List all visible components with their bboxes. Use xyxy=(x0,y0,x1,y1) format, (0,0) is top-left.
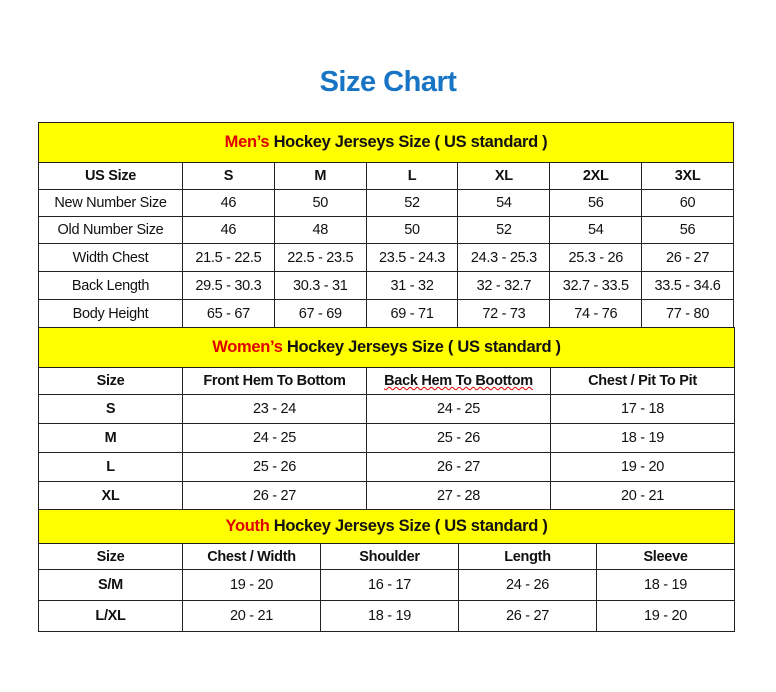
table-cell: 26 - 27 xyxy=(641,243,734,272)
table-row: S 23 - 24 24 - 25 17 - 18 xyxy=(38,394,735,424)
table-cell: 26 - 27 xyxy=(366,452,551,482)
table-cell: 22.5 - 23.5 xyxy=(273,243,367,272)
table-cell: 16 - 17 xyxy=(320,569,459,601)
table-cell: 60 xyxy=(641,189,734,217)
table-cell: 67 - 69 xyxy=(273,299,367,328)
table-cell: 27 - 28 xyxy=(366,481,551,510)
women-heading: Women’s Hockey Jerseys Size ( US standar… xyxy=(38,327,735,368)
table-cell: 32 - 32.7 xyxy=(457,271,551,300)
table-cell: 46 xyxy=(182,216,275,244)
table-row: Body Height 65 - 67 67 - 69 69 - 71 72 - 73 7… xyxy=(38,299,734,328)
column-header: Shoulder xyxy=(320,543,459,570)
column-header: Chest / Width xyxy=(182,543,321,570)
column-header: US Size xyxy=(38,162,183,190)
row-label: L xyxy=(38,452,183,482)
row-label: New Number Size xyxy=(38,189,183,217)
column-header: S xyxy=(182,162,275,190)
table-cell: 23.5 - 24.3 xyxy=(365,243,459,272)
column-header: Sleeve xyxy=(595,543,736,570)
table-cell: 77 - 80 xyxy=(641,299,734,328)
column-header: L xyxy=(365,162,459,190)
table-row: Width Chest 21.5 - 22.5 22.5 - 23.5 23.5 - … xyxy=(38,243,734,272)
table-row: L/XL 20 - 21 18 - 19 26 - 27 19 - 20 xyxy=(38,600,736,632)
column-header: Size xyxy=(38,543,183,570)
row-label: Width Chest xyxy=(38,243,183,272)
table-cell: 18 - 19 xyxy=(320,600,459,632)
column-header: Chest / Pit To Pit xyxy=(550,367,735,395)
table-cell: 52 xyxy=(457,216,551,244)
page-title: Size Chart xyxy=(319,66,457,98)
table-cell: 25 - 26 xyxy=(182,452,367,482)
men-size-table: Men’s Hockey Jerseys Size ( US standard … xyxy=(38,122,734,328)
table-cell: 65 - 67 xyxy=(182,299,275,328)
table-row: Back Length 29.5 - 30.3 30.3 - 31 31 - 32 32… xyxy=(38,271,734,300)
table-row: M 24 - 25 25 - 26 18 - 19 xyxy=(38,423,735,453)
header-row: Size Front Hem To Bottom Back Hem To Boott… xyxy=(38,367,735,395)
table-cell: 19 - 20 xyxy=(182,569,321,601)
table-cell: 25.3 - 26 xyxy=(549,243,643,272)
table-cell: 21.5 - 22.5 xyxy=(182,243,275,272)
table-cell: 24 - 26 xyxy=(458,569,597,601)
table-cell: 18 - 19 xyxy=(595,569,736,601)
table-cell: 48 xyxy=(273,216,367,244)
row-label: S xyxy=(38,394,183,424)
column-header: Front Hem To Bottom xyxy=(182,367,367,395)
table-cell: 56 xyxy=(549,189,643,217)
row-label: M xyxy=(38,423,183,453)
table-cell: 74 - 76 xyxy=(549,299,643,328)
table-cell: 23 - 24 xyxy=(182,394,367,424)
table-cell: 29.5 - 30.3 xyxy=(182,271,275,300)
table-cell: 17 - 18 xyxy=(550,394,735,424)
row-label: Back Length xyxy=(38,271,183,300)
table-row: Old Number Size 46 48 50 52 54 56 xyxy=(38,216,734,244)
table-cell: 31 - 32 xyxy=(365,271,459,300)
table-cell: 33.5 - 34.6 xyxy=(641,271,734,300)
table-cell: 69 - 71 xyxy=(365,299,459,328)
row-label: S/M xyxy=(38,569,183,601)
table-cell: 72 - 73 xyxy=(457,299,551,328)
youth-heading: Youth Hockey Jerseys Size ( US standard … xyxy=(37,509,736,544)
table-cell: 19 - 20 xyxy=(595,600,736,632)
table-row: L 25 - 26 26 - 27 19 - 20 xyxy=(38,452,735,482)
women-size-table: Women’s Hockey Jerseys Size ( US standar… xyxy=(38,327,735,510)
table-cell: 20 - 21 xyxy=(182,600,321,632)
row-label: L/XL xyxy=(38,600,183,632)
table-cell: 24 - 25 xyxy=(182,423,367,453)
table-cell: 46 xyxy=(182,189,275,217)
table-cell: 56 xyxy=(641,216,734,244)
column-header: Length xyxy=(458,543,597,570)
table-cell: 26 - 27 xyxy=(182,481,367,510)
table-cell: 20 - 21 xyxy=(550,481,735,510)
table-cell: 30.3 - 31 xyxy=(273,271,367,300)
table-cell: 50 xyxy=(365,216,459,244)
column-header: XL xyxy=(457,162,551,190)
table-cell: 32.7 - 33.5 xyxy=(549,271,643,300)
column-header: Size xyxy=(38,367,183,395)
column-header: Back Hem To Boottom xyxy=(366,367,551,395)
table-cell: 18 - 19 xyxy=(550,423,735,453)
table-row: XL 26 - 27 27 - 28 20 - 21 xyxy=(38,481,735,510)
row-label: Body Height xyxy=(38,299,183,328)
table-row: New Number Size 46 50 52 54 56 60 xyxy=(38,189,734,217)
row-label: XL xyxy=(38,481,183,510)
table-cell: 54 xyxy=(457,189,551,217)
header-row: Size Chest / Width Shoulder Length Sleeve xyxy=(38,543,736,570)
table-row: S/M 19 - 20 16 - 17 24 - 26 18 - 19 xyxy=(38,569,736,601)
youth-size-table: Youth Hockey Jerseys Size ( US standard … xyxy=(37,509,736,632)
table-cell: 24 - 25 xyxy=(366,394,551,424)
table-cell: 54 xyxy=(549,216,643,244)
column-header: M xyxy=(273,162,367,190)
table-cell: 24.3 - 25.3 xyxy=(457,243,551,272)
table-cell: 25 - 26 xyxy=(366,423,551,453)
column-header: 2XL xyxy=(549,162,643,190)
table-cell: 19 - 20 xyxy=(550,452,735,482)
table-cell: 50 xyxy=(273,189,367,217)
men-heading: Men’s Hockey Jerseys Size ( US standard … xyxy=(38,122,734,163)
row-label: Old Number Size xyxy=(38,216,183,244)
table-cell: 52 xyxy=(365,189,459,217)
table-cell: 26 - 27 xyxy=(458,600,597,632)
column-header: 3XL xyxy=(641,162,734,190)
header-row: US Size S M L XL 2XL 3XL xyxy=(38,162,734,190)
